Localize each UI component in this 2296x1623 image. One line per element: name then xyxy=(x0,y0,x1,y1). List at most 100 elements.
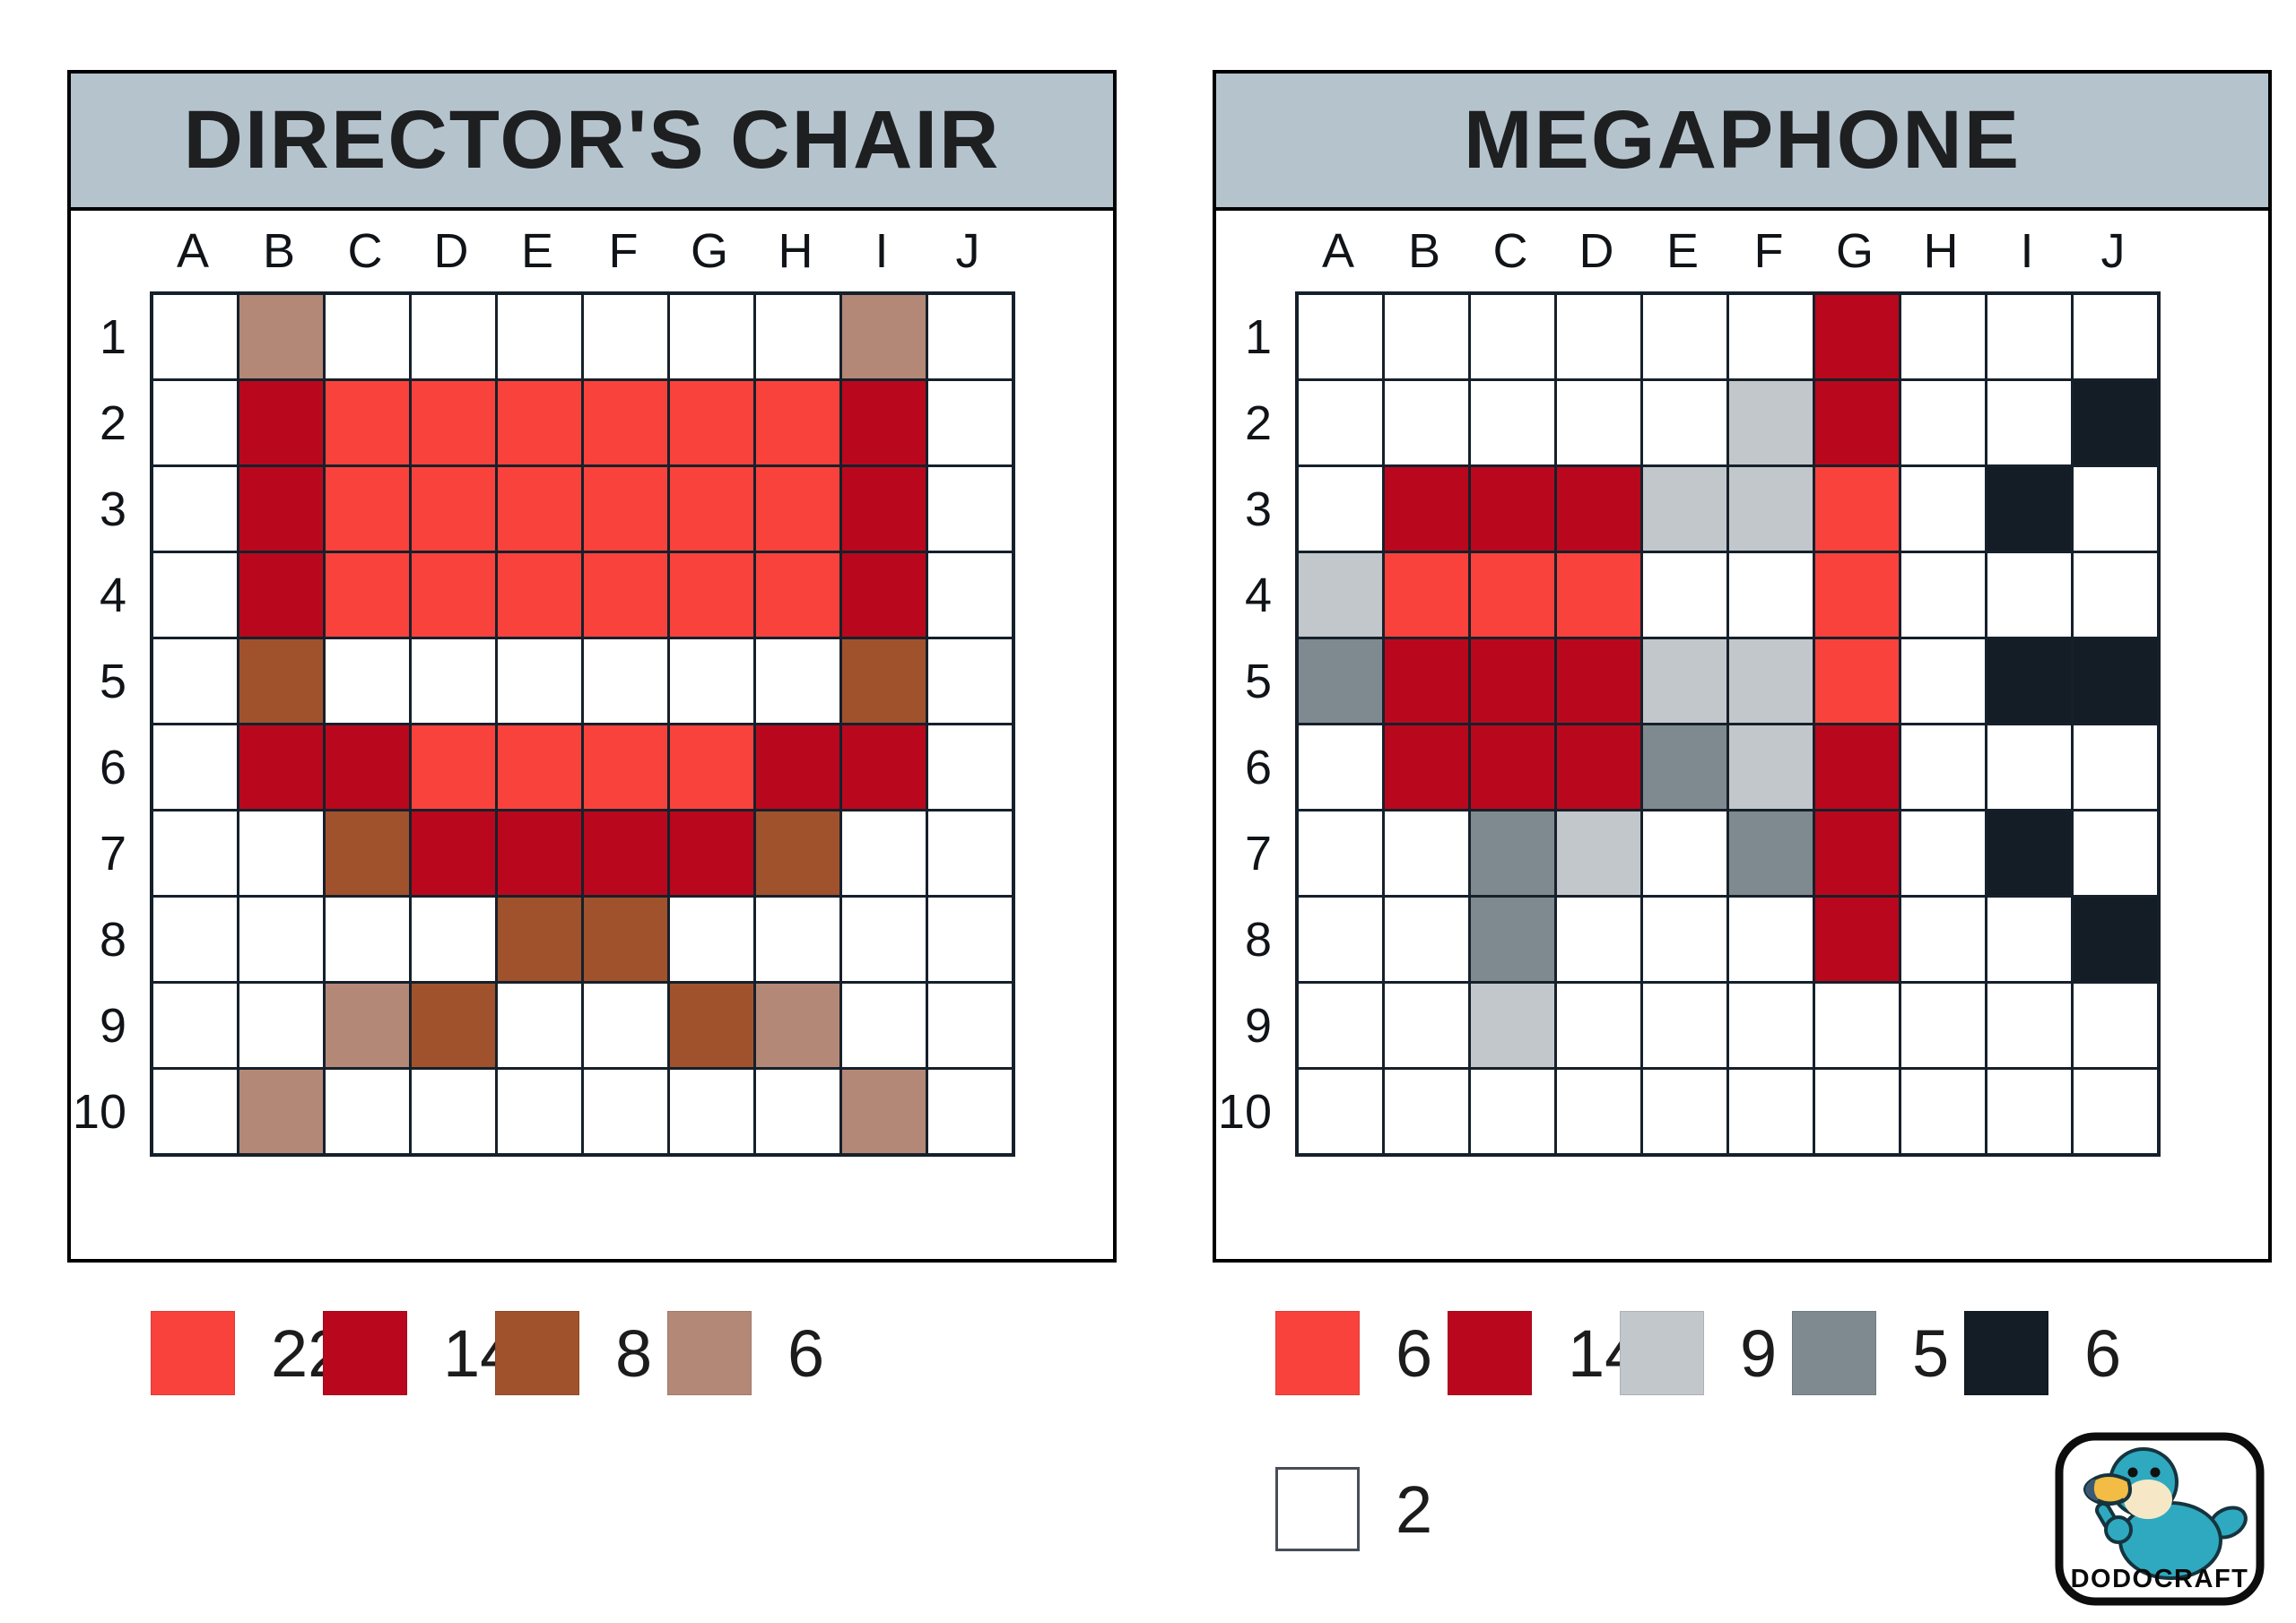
megaphone-legend: 6 14 9 5 6 xyxy=(1275,1311,2136,1395)
grid-cell-H2 xyxy=(1901,381,1985,464)
grid-cell-H9 xyxy=(1901,984,1985,1067)
grid-cell-I2 xyxy=(1987,381,2071,464)
row-number-6: 6 xyxy=(99,740,126,794)
grid-cell-G3 xyxy=(1815,467,1899,551)
grid-cell-I4 xyxy=(1987,553,2071,637)
grid-cell-J3 xyxy=(2074,467,2157,551)
grid-cell-H8 xyxy=(756,898,839,981)
grid-cell-D3 xyxy=(412,467,495,551)
color-swatch-dark-red xyxy=(1448,1311,1532,1395)
grid-cell-H7 xyxy=(1901,812,1985,895)
dodocraft-logo-svg: DODOCRAFT xyxy=(2055,1432,2265,1606)
grid-cell-E7 xyxy=(498,812,581,895)
grid-cell-J4 xyxy=(2074,553,2157,637)
grid-cell-F10 xyxy=(584,1070,667,1153)
color-swatch-black xyxy=(1964,1311,2048,1395)
grid-cell-H10 xyxy=(1901,1070,1985,1153)
column-header-I: I xyxy=(2020,224,2034,278)
grid-cell-C7 xyxy=(1471,812,1554,895)
logo-text: DODOCRAFT xyxy=(2071,1565,2249,1593)
grid-cell-B1 xyxy=(1385,295,1468,378)
grid-cell-I8 xyxy=(842,898,926,981)
megaphone-legend-row2: 2 xyxy=(1275,1467,1448,1551)
row-number-1: 1 xyxy=(99,309,126,364)
grid-cell-D8 xyxy=(1557,898,1640,981)
grid-cell-D9 xyxy=(412,984,495,1067)
color-count-light-gray: 9 xyxy=(1740,1315,1778,1391)
grid-cell-E3 xyxy=(1643,467,1726,551)
color-count-brown: 8 xyxy=(615,1315,653,1391)
grid-cell-A4 xyxy=(153,553,237,637)
grid-cell-G2 xyxy=(1815,381,1899,464)
grid-cell-C9 xyxy=(1471,984,1554,1067)
grid-cell-A5 xyxy=(153,639,237,723)
column-header-B: B xyxy=(262,224,296,278)
legend-item-tan: 6 xyxy=(667,1311,839,1395)
grid-cell-J9 xyxy=(2074,984,2157,1067)
row-number-1: 1 xyxy=(1244,309,1272,364)
grid-cell-C10 xyxy=(326,1070,409,1153)
grid-cell-D5 xyxy=(1557,639,1640,723)
grid-cell-A8 xyxy=(1299,898,1382,981)
color-swatch-gray xyxy=(1792,1311,1876,1395)
column-header-J: J xyxy=(2100,224,2126,278)
color-count-black: 6 xyxy=(2084,1315,2122,1391)
grid-cell-F3 xyxy=(1729,467,1813,551)
grid-cell-G4 xyxy=(1815,553,1899,637)
grid-cell-I7 xyxy=(1987,812,2071,895)
column-header-E: E xyxy=(520,224,554,278)
grid-cell-G6 xyxy=(1815,725,1899,809)
grid-cell-G5 xyxy=(670,639,753,723)
grid-cell-B10 xyxy=(1385,1070,1468,1153)
grid-cell-C8 xyxy=(326,898,409,981)
column-header-G: G xyxy=(1835,224,1874,278)
grid-cell-E1 xyxy=(498,295,581,378)
grid-cell-F2 xyxy=(1729,381,1813,464)
grid-cell-G2 xyxy=(670,381,753,464)
grid-cell-D2 xyxy=(1557,381,1640,464)
grid-cell-B6 xyxy=(1385,725,1468,809)
grid-cell-A4 xyxy=(1299,553,1382,637)
grid-cell-C7 xyxy=(326,812,409,895)
grid-cell-H5 xyxy=(756,639,839,723)
color-swatch-tan xyxy=(667,1311,752,1395)
grid-cell-C4 xyxy=(326,553,409,637)
grid-cell-J7 xyxy=(2074,812,2157,895)
grid-cell-H4 xyxy=(756,553,839,637)
grid-cell-G9 xyxy=(1815,984,1899,1067)
grid-cell-C9 xyxy=(326,984,409,1067)
grid-cell-J1 xyxy=(928,295,1012,378)
grid-cell-G9 xyxy=(670,984,753,1067)
grid-cell-C10 xyxy=(1471,1070,1554,1153)
legend-item-gray: 5 xyxy=(1792,1311,1964,1395)
grid-cell-E6 xyxy=(1643,725,1726,809)
grid-cell-H7 xyxy=(756,812,839,895)
grid-cell-H9 xyxy=(756,984,839,1067)
grid-cell-G7 xyxy=(670,812,753,895)
grid-cell-A10 xyxy=(1299,1070,1382,1153)
grid-cell-H4 xyxy=(1901,553,1985,637)
grid-cell-D7 xyxy=(1557,812,1640,895)
grid-cell-E5 xyxy=(498,639,581,723)
column-header-E: E xyxy=(1665,224,1700,278)
row-number-7: 7 xyxy=(99,826,126,881)
grid-cell-E2 xyxy=(498,381,581,464)
grid-cell-F8 xyxy=(584,898,667,981)
row-number-5: 5 xyxy=(1244,654,1272,708)
grid-cell-C3 xyxy=(1471,467,1554,551)
grid-cell-A1 xyxy=(1299,295,1382,378)
color-count-red: 6 xyxy=(1396,1315,1433,1391)
column-header-B: B xyxy=(1407,224,1441,278)
grid-cell-F1 xyxy=(1729,295,1813,378)
grid-cell-A3 xyxy=(1299,467,1382,551)
pixel-grid xyxy=(1295,291,2161,1157)
color-count-tan: 6 xyxy=(787,1315,825,1391)
grid-cell-I1 xyxy=(1987,295,2071,378)
grid-cell-E2 xyxy=(1643,381,1726,464)
grid-cell-A6 xyxy=(153,725,237,809)
color-count-white: 2 xyxy=(1396,1471,1433,1547)
grid-cell-B3 xyxy=(1385,467,1468,551)
